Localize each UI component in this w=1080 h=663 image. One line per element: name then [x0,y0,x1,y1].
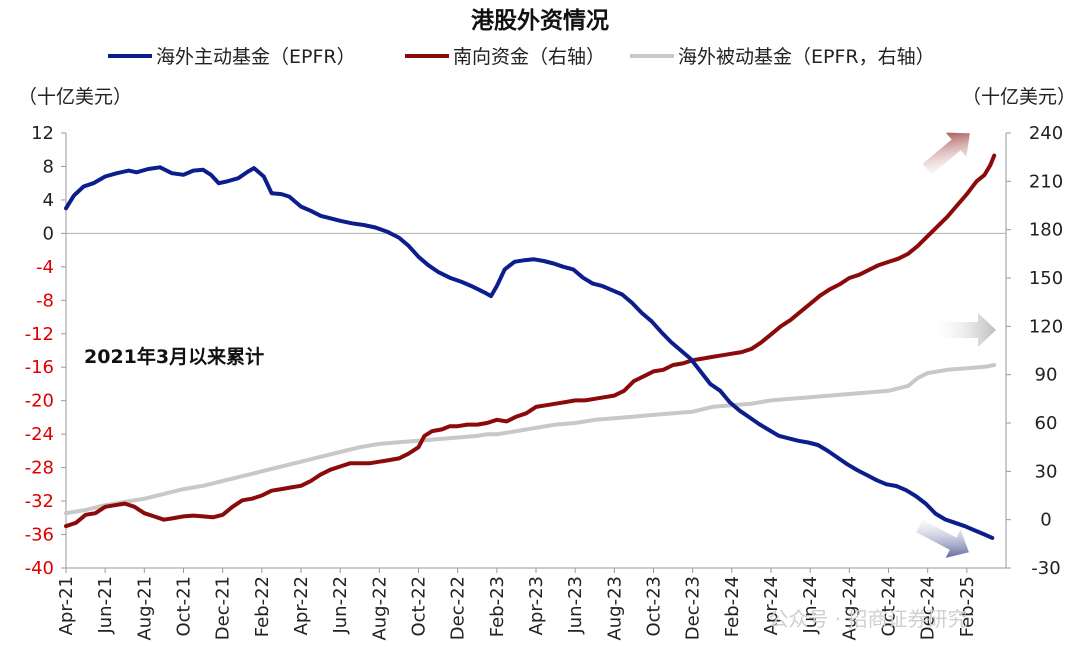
series-line-1 [64,153,997,529]
x-tick-label: Apr-21 [56,576,77,635]
arrow-down-blue-icon [916,519,969,558]
annotation-cumulative: 2021年3月以来累计 [84,345,264,368]
left-tick-label: -20 [25,391,54,412]
arrow-up-red-icon [922,132,970,175]
x-tick-label: Apr-23 [526,576,547,635]
x-tick-label: Oct-23 [644,576,665,637]
chart-title: 港股外资情况 [471,7,609,34]
x-tick-label: Dec-24 [918,576,939,640]
left-tick-label: -4 [36,257,54,278]
x-tick-label: Dec-22 [448,576,469,640]
x-tick-label: Jun-24 [800,576,821,635]
legend-label-passive: 海外被动基金（EPFR，右轴） [678,46,935,68]
left-tick-label: -28 [25,458,54,479]
x-tick-label: Aug-23 [604,576,625,641]
x-tick-label: Jun-22 [330,576,351,635]
right-tick-label: 120 [1029,316,1063,337]
right-tick-label: 60 [1035,413,1058,434]
x-tick-label: Jun-23 [565,576,586,635]
right-tick-label: 180 [1029,220,1063,241]
legend-label-southbound: 南向资金（右轴） [453,46,605,68]
x-tick-label: Oct-21 [174,576,195,637]
left-tick-label: -16 [25,357,54,378]
x-tick-label: Feb-24 [722,576,743,637]
right-tick-label: -30 [1031,558,1060,579]
legend: 海外主动基金（EPFR） 南向资金（右轴） 海外被动基金（EPFR，右轴） [108,46,935,68]
x-tick-label: Apr-22 [291,576,312,635]
watermark: 公众号 · 招商证券研究 [768,607,967,631]
x-tick-label: Aug-22 [369,576,390,641]
right-tick-label: 30 [1035,461,1058,482]
x-tick-label: Jun-21 [95,576,116,635]
axes: 12 8 4 0 -4 -8 -12 -16 -20 -24 -28 -32 -36 -40 240 210 1… [25,123,1064,641]
left-tick-label: 8 [43,156,54,177]
series-line-0 [64,165,995,540]
x-tick-label: Aug-21 [134,576,155,641]
arrow-right-grey-icon [934,313,996,347]
right-tick-label: 90 [1035,365,1058,386]
right-tick-label: 0 [1040,510,1051,531]
right-tick-label: 210 [1029,171,1063,192]
x-tick-label: Feb-25 [957,576,978,637]
x-tick-label: Dec-23 [683,576,704,640]
left-axis-unit: （十亿美元） [18,86,132,108]
series-group [64,153,997,540]
left-tick-label: -24 [25,424,54,445]
left-tick-label: 0 [43,223,54,244]
left-tick-label: -12 [25,324,54,345]
x-tick-label: Feb-23 [487,576,508,637]
x-tick-label: Oct-24 [879,576,900,637]
left-tick-label: -8 [36,290,54,311]
right-axis-unit: （十亿美元） [962,86,1076,108]
legend-label-active: 海外主动基金（EPFR） [156,46,356,68]
x-tick-label: Apr-24 [761,576,782,635]
right-tick-label: 240 [1029,123,1063,144]
left-tick-label: -32 [25,491,54,512]
x-tick-label: Oct-22 [409,576,430,637]
left-tick-label: -40 [25,558,54,579]
left-tick-label: 4 [43,190,54,211]
x-tick-label: Dec-21 [213,576,234,640]
x-tick-label: Feb-22 [252,576,273,637]
series-line-2 [64,363,997,516]
left-tick-label: 12 [31,123,54,144]
left-tick-label: -36 [25,525,54,546]
x-tick-label: Aug-24 [839,576,860,641]
right-tick-label: 150 [1029,268,1063,289]
